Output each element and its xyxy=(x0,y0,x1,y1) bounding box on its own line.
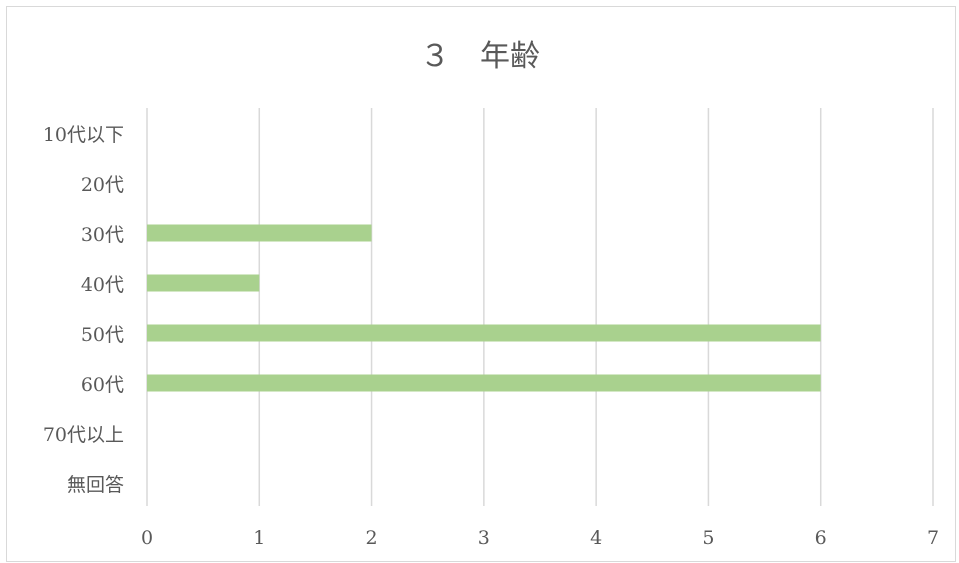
x-tick-label: 6 xyxy=(815,527,827,549)
category-label: 40代 xyxy=(81,274,124,296)
x-tick-labels: 0 1 2 3 4 5 6 7 xyxy=(141,527,939,549)
chart-title: ３ 年齢 xyxy=(420,39,540,74)
x-tick-label: 1 xyxy=(253,527,265,549)
x-tick-label: 4 xyxy=(590,527,602,549)
category-label: 60代 xyxy=(81,374,124,396)
bar xyxy=(147,274,260,292)
bar xyxy=(147,324,821,342)
bar xyxy=(147,224,372,242)
category-label: 30代 xyxy=(81,224,124,246)
gridlines xyxy=(146,108,934,506)
category-label: 50代 xyxy=(81,324,124,346)
x-tick-label: 3 xyxy=(478,527,490,549)
category-label: 20代 xyxy=(81,174,124,196)
bars xyxy=(147,224,821,392)
bar xyxy=(147,374,821,392)
x-tick-label: 0 xyxy=(141,527,153,549)
category-label: 無回答 xyxy=(67,474,124,496)
x-tick-label: 2 xyxy=(366,527,378,549)
x-tick-label: 5 xyxy=(702,527,714,549)
x-tick-label: 7 xyxy=(927,527,939,549)
category-label: 10代以下 xyxy=(43,124,124,146)
category-label: 70代以上 xyxy=(43,424,124,446)
